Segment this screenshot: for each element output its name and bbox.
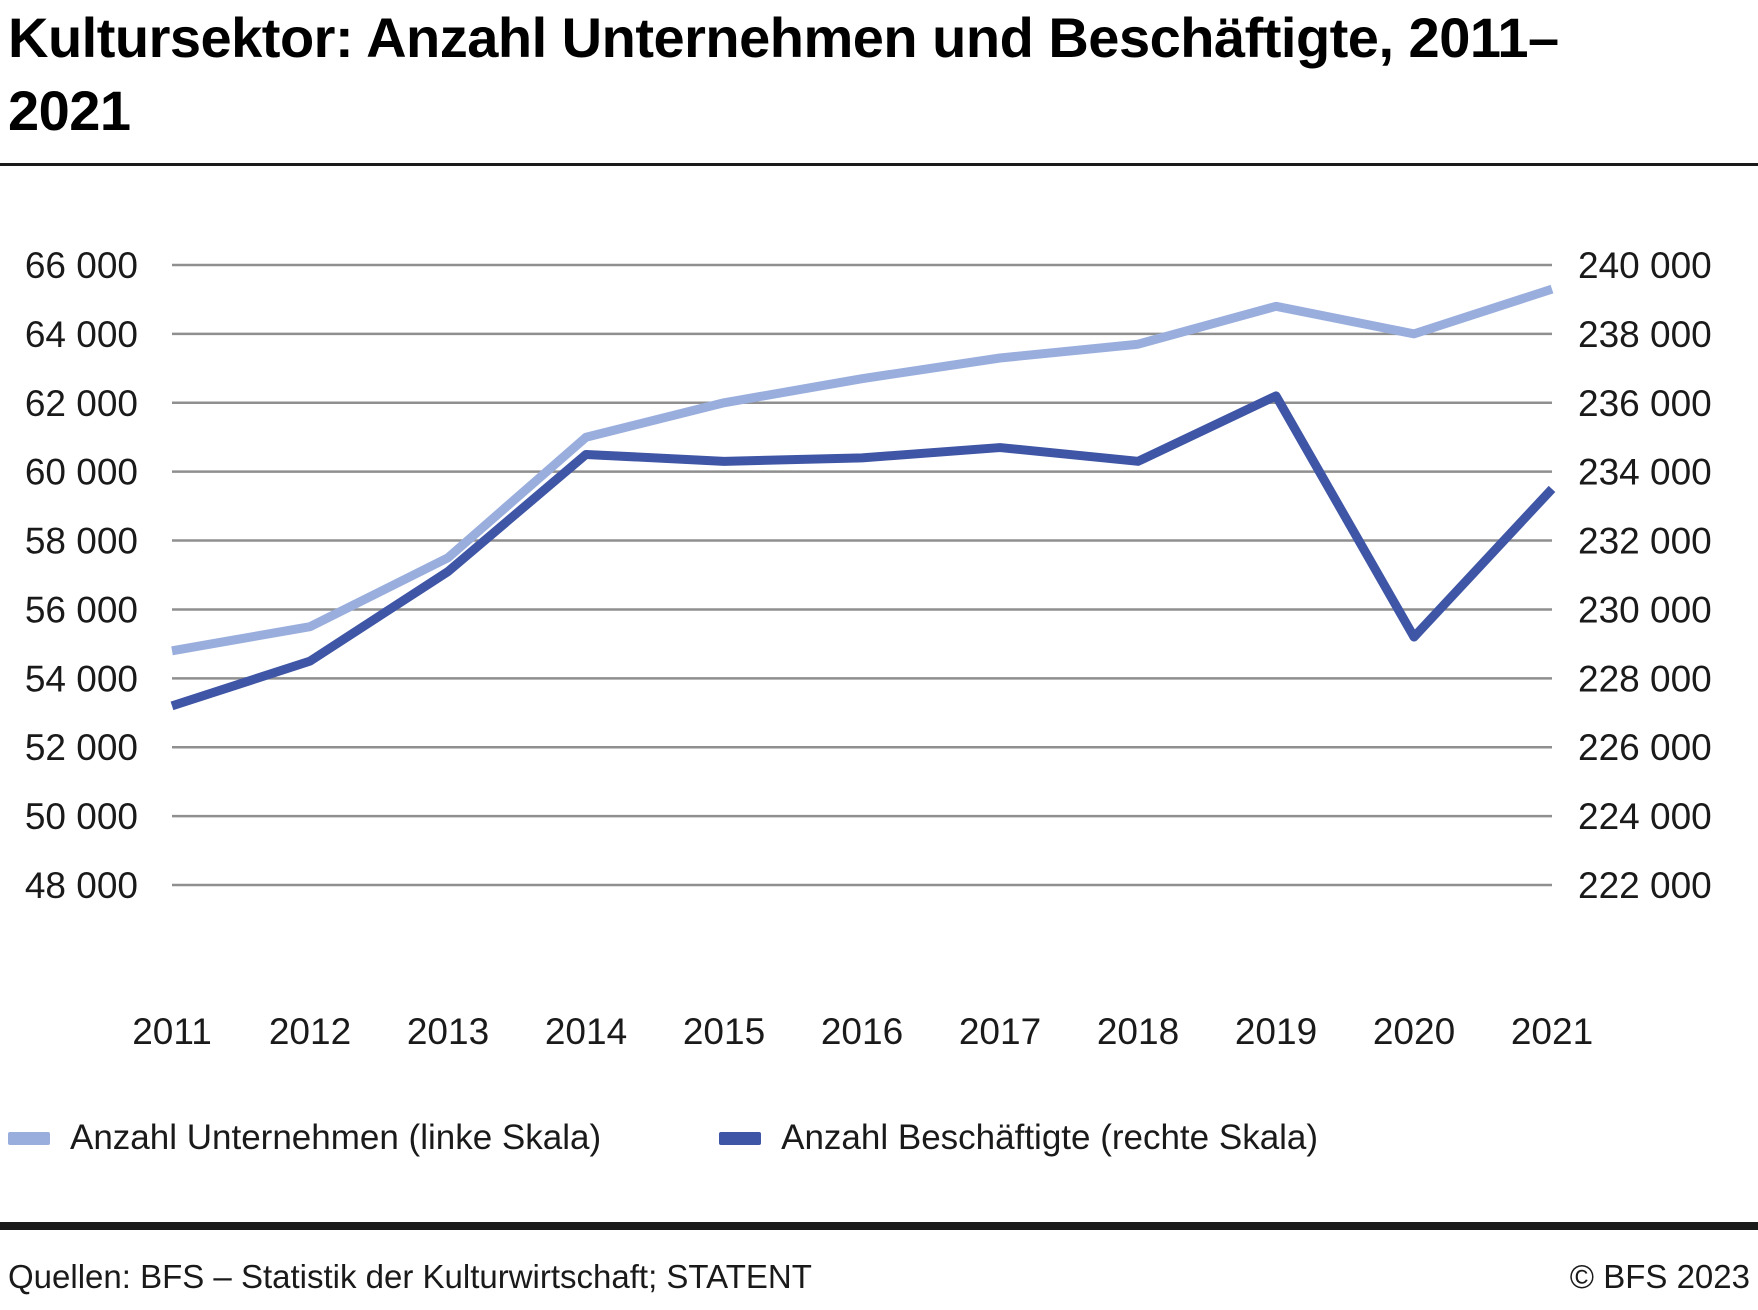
left-axis-tick-label: 50 000 <box>25 796 138 837</box>
left-axis-tick-label: 56 000 <box>25 589 138 630</box>
left-axis-tick-label: 58 000 <box>25 521 138 562</box>
left-axis-tick-label: 64 000 <box>25 314 138 355</box>
x-axis-year-label: 2015 <box>683 1011 765 1052</box>
right-axis-tick-label: 222 000 <box>1578 865 1712 906</box>
x-axis-year-label: 2018 <box>1097 1011 1179 1052</box>
legend-item-beschaeftigte: Anzahl Beschäftigte (rechte Skala) <box>719 1118 1318 1158</box>
legend-label-unternehmen: Anzahl Unternehmen (linke Skala) <box>70 1118 602 1157</box>
x-axis-year-label: 2012 <box>269 1011 351 1052</box>
x-axis-year-label: 2014 <box>545 1011 627 1052</box>
x-axis-year-label: 2011 <box>132 1011 212 1052</box>
right-axis-tick-label: 234 000 <box>1578 452 1712 493</box>
x-axis-year-label: 2016 <box>821 1011 903 1052</box>
right-axis-tick-label: 238 000 <box>1578 314 1712 355</box>
chart-legend: Anzahl Unternehmen (linke Skala) Anzahl … <box>8 1118 1318 1158</box>
series-line-unternehmen <box>171 284 1554 656</box>
title-divider-rule <box>0 163 1758 166</box>
left-axis-tick-label: 60 000 <box>25 452 138 493</box>
unternehmen-line-swatch-icon <box>8 1131 50 1145</box>
left-axis-tick-label: 52 000 <box>25 727 138 768</box>
x-axis-year-label: 2020 <box>1373 1011 1455 1052</box>
left-axis-tick-label: 54 000 <box>25 658 138 699</box>
right-axis-tick-label: 240 000 <box>1578 245 1712 286</box>
chart-title: Kultursektor: Anzahl Unternehmen und Bes… <box>8 6 1559 142</box>
left-axis-tick-label: 48 000 <box>25 865 138 906</box>
right-axis-tick-label: 230 000 <box>1578 589 1712 630</box>
series-line-beschaeftigte <box>170 391 1556 711</box>
right-axis-tick-label: 228 000 <box>1578 658 1712 699</box>
x-axis-year-label: 2019 <box>1235 1011 1317 1052</box>
right-axis-tick-label: 224 000 <box>1578 796 1712 837</box>
footer-copyright: © BFS 2023 <box>1569 1258 1750 1295</box>
left-axis-tick-label: 62 000 <box>25 383 138 424</box>
right-axis-tick-label: 226 000 <box>1578 727 1712 768</box>
legend-item-unternehmen: Anzahl Unternehmen (linke Skala) <box>8 1118 601 1158</box>
beschaeftigte-line-swatch-icon <box>719 1131 762 1145</box>
footer-divider-rule <box>0 1222 1758 1230</box>
left-axis-tick-label: 66 000 <box>25 245 138 286</box>
footer-sources: Quellen: BFS – Statistik der Kulturwirts… <box>8 1258 812 1295</box>
right-axis-tick-label: 236 000 <box>1578 383 1712 424</box>
chart-footer: Quellen: BFS – Statistik der Kulturwirts… <box>8 1258 1750 1296</box>
legend-label-beschaeftigte: Anzahl Beschäftigte (rechte Skala) <box>781 1118 1319 1157</box>
x-axis-year-label: 2013 <box>407 1011 489 1052</box>
right-axis-tick-label: 232 000 <box>1578 521 1712 562</box>
x-axis-year-label: 2021 <box>1511 1011 1593 1052</box>
x-axis-year-label: 2017 <box>959 1011 1041 1052</box>
line-chart-canvas: 66 000 240 000 64 000 238 000 62 000 236 000 6… <box>25 245 1712 1052</box>
